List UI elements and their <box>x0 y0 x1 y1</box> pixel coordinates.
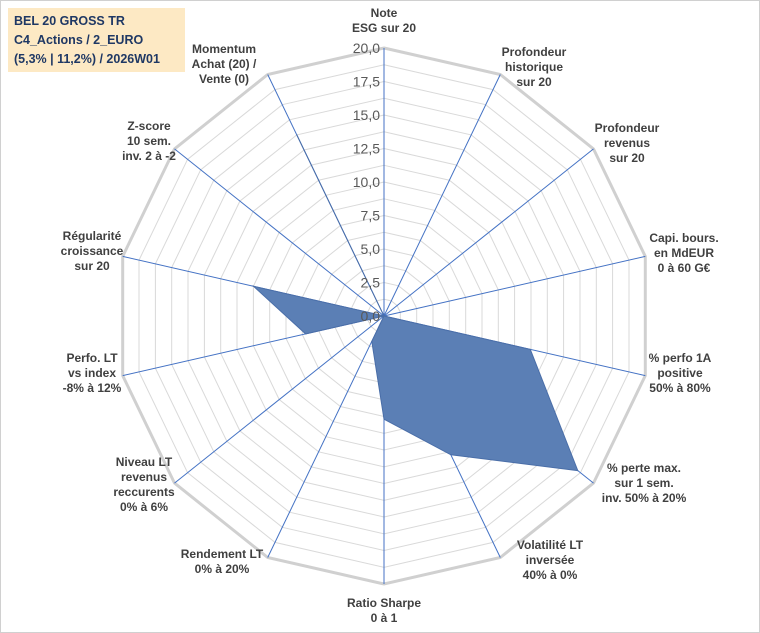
axis-label: Rendement LT <box>181 547 264 561</box>
axis-spoke <box>267 315 385 558</box>
data-point <box>577 470 579 472</box>
axis-spoke <box>383 255 646 317</box>
axis-label: sur 1 sem. <box>614 476 673 490</box>
axis-label: sur 20 <box>516 75 552 89</box>
axis-spoke <box>383 74 501 317</box>
axis-label: 0 à 60 G€ <box>658 261 711 275</box>
data-point <box>450 454 452 456</box>
chart-title-line-2: C4_Actions / 2_EURO <box>14 33 144 47</box>
axis-label: ESG sur 20 <box>352 21 416 35</box>
chart-title-line-3: (5,3% | 11,2%) / 2026W01 <box>14 52 160 66</box>
tick-label: 15,0 <box>353 107 380 123</box>
tick-label: 7,5 <box>361 208 381 224</box>
axis-label: inv. 2 à -2 <box>122 149 176 163</box>
tick-label: 20,0 <box>353 40 380 56</box>
chart-title-line-1: BEL 20 GROSS TR <box>14 14 125 28</box>
tick-label: 10,0 <box>353 174 380 190</box>
axis-label: historique <box>505 60 563 74</box>
data-point <box>296 134 298 136</box>
tick-label: 0,0 <box>361 308 381 324</box>
data-point <box>383 315 385 317</box>
tick-label: 12,5 <box>353 141 380 157</box>
axis-label: sur 20 <box>609 151 645 165</box>
axis-label: Profondeur <box>595 121 660 135</box>
axis-label: sur 20 <box>74 259 110 273</box>
data-point <box>529 348 531 350</box>
axis-spoke <box>174 315 385 484</box>
tick-label: 5,0 <box>361 241 381 257</box>
axis-label: Volatilité LT <box>517 538 584 552</box>
axis-label: -8% à 12% <box>63 381 122 395</box>
data-point <box>383 418 385 420</box>
data-area <box>251 134 579 472</box>
axis-label: Vente (0) <box>199 72 249 86</box>
axis-label: inv. 50% à 20% <box>602 491 687 505</box>
axis-label: positive <box>657 366 703 380</box>
axis-spoke <box>383 148 594 317</box>
axis-label: 0% à 6% <box>120 500 168 514</box>
data-point <box>371 340 373 342</box>
axis-label: Perfo. LT <box>66 351 118 365</box>
axis-label: Capi. bours. <box>649 231 718 245</box>
axis-label: reccurents <box>113 485 175 499</box>
axis-label: Profondeur <box>502 45 567 59</box>
axis-label: % perfo 1A <box>649 351 712 365</box>
tick-label: 17,5 <box>353 74 380 90</box>
chart-title-box: BEL 20 GROSS TR C4_Actions / 2_EURO (5,3… <box>8 8 185 72</box>
axis-label: 10 sem. <box>127 134 171 148</box>
axis-label: revenus <box>604 136 650 150</box>
axis-label: Z-score <box>127 119 171 133</box>
axis-label: % perte max. <box>607 461 681 475</box>
axis-label: en MdEUR <box>654 246 714 260</box>
data-point <box>305 333 307 335</box>
axis-label: Note <box>371 6 398 20</box>
axis-label: 0% à 20% <box>195 562 250 576</box>
axis-label: Régularité <box>63 229 122 243</box>
axis-label: vs index <box>68 366 116 380</box>
axis-label: Momentum <box>192 42 256 56</box>
axis-spoke <box>174 148 385 317</box>
axis-label: revenus <box>121 470 167 484</box>
axis-label: 0 à 1 <box>371 611 398 625</box>
axis-label: inversée <box>526 553 575 567</box>
data-point <box>252 285 254 287</box>
axis-label: 40% à 0% <box>523 568 578 582</box>
axis-label: Niveau LT <box>116 455 173 469</box>
axis-label: croissance <box>61 244 124 258</box>
axis-label: Ratio Sharpe <box>347 596 421 610</box>
axis-label: 50% à 80% <box>649 381 711 395</box>
axis-label: Achat (20) / <box>192 57 257 71</box>
tick-label: 2,5 <box>361 275 381 291</box>
